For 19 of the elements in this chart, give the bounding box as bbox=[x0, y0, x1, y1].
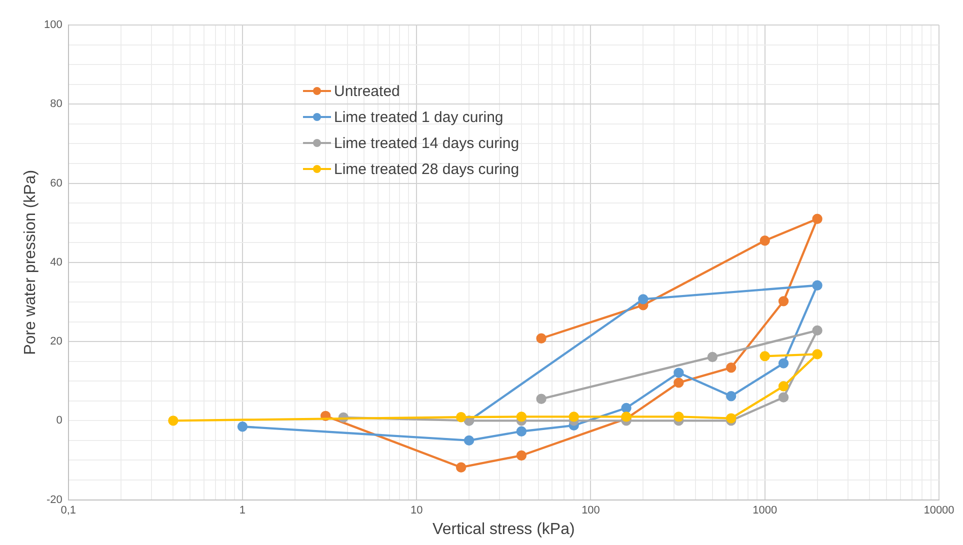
x-axis-title: Vertical stress (kPa) bbox=[432, 521, 575, 538]
x-tick-label: 1000 bbox=[752, 504, 778, 516]
legend-label: Lime treated 1 day curing bbox=[334, 108, 504, 126]
legend-label: Lime treated 28 days curing bbox=[334, 160, 520, 178]
y-axis-title: Pore water pression (kPa) bbox=[22, 170, 39, 355]
y-tick-label: 0 bbox=[56, 414, 62, 427]
x-tick-label: 10000 bbox=[924, 504, 954, 516]
y-tick-label: 20 bbox=[50, 336, 62, 348]
y-tick-label: -20 bbox=[46, 494, 62, 506]
x-tick-label: 1 bbox=[239, 504, 246, 516]
x-tick-label: 100 bbox=[582, 504, 600, 516]
x-tick-label: 0,1 bbox=[60, 504, 76, 516]
y-tick-label: 80 bbox=[50, 98, 62, 110]
legend-label: Untreated bbox=[334, 82, 400, 100]
y-tick-label: 100 bbox=[44, 19, 62, 32]
x-tick-label: 10 bbox=[410, 504, 423, 516]
y-tick-label: 40 bbox=[50, 256, 62, 268]
y-tick-label: 60 bbox=[50, 177, 62, 190]
legend-label: Lime treated 14 days curing bbox=[334, 134, 520, 152]
